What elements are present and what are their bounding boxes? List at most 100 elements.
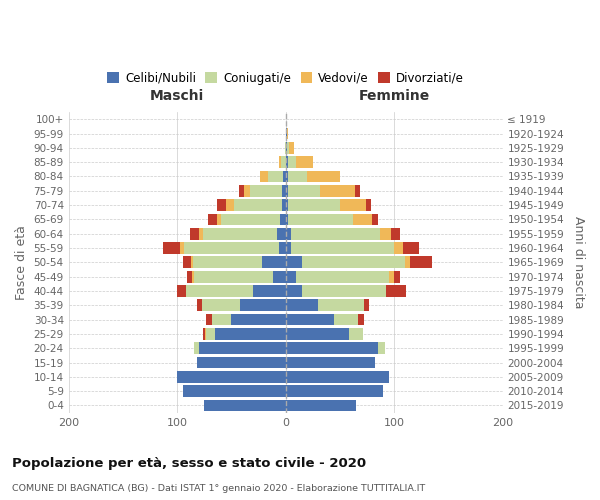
Bar bbox=[244, 185, 250, 196]
Bar bbox=[286, 256, 302, 268]
Bar bbox=[203, 228, 277, 239]
Bar bbox=[280, 214, 286, 226]
Bar bbox=[268, 170, 283, 182]
Bar bbox=[202, 300, 240, 311]
Bar bbox=[184, 242, 279, 254]
Bar bbox=[260, 170, 268, 182]
Text: Popolazione per età, sesso e stato civile - 2020: Popolazione per età, sesso e stato civil… bbox=[12, 458, 366, 470]
Bar bbox=[215, 328, 286, 340]
Bar bbox=[283, 170, 286, 182]
Bar bbox=[318, 300, 364, 311]
Bar bbox=[380, 228, 391, 239]
Bar bbox=[283, 199, 286, 211]
Bar bbox=[281, 156, 286, 168]
Bar bbox=[277, 228, 286, 239]
Bar bbox=[286, 156, 288, 168]
Bar bbox=[289, 142, 294, 154]
Bar bbox=[286, 300, 318, 311]
Bar bbox=[358, 314, 364, 326]
Bar bbox=[286, 128, 287, 140]
Bar bbox=[291, 228, 380, 239]
Bar bbox=[204, 400, 286, 411]
Bar bbox=[394, 242, 403, 254]
Bar bbox=[353, 214, 373, 226]
Bar bbox=[288, 170, 307, 182]
Bar bbox=[232, 314, 286, 326]
Bar bbox=[208, 214, 217, 226]
Bar bbox=[205, 328, 206, 340]
Bar bbox=[386, 285, 406, 297]
Bar bbox=[193, 271, 194, 282]
Bar bbox=[191, 256, 193, 268]
Bar bbox=[217, 214, 221, 226]
Y-axis label: Anni di nascita: Anni di nascita bbox=[572, 216, 585, 308]
Text: COMUNE DI BAGNATICA (BG) - Dati ISTAT 1° gennaio 2020 - Elaborazione TUTTITALIA.: COMUNE DI BAGNATICA (BG) - Dati ISTAT 1°… bbox=[12, 484, 425, 493]
Bar bbox=[212, 314, 232, 326]
Bar bbox=[286, 271, 296, 282]
Bar bbox=[394, 271, 400, 282]
Bar bbox=[262, 256, 286, 268]
Bar bbox=[302, 256, 405, 268]
Bar bbox=[307, 170, 340, 182]
Bar bbox=[193, 256, 262, 268]
Bar bbox=[203, 328, 205, 340]
Text: Femmine: Femmine bbox=[358, 88, 430, 102]
Bar bbox=[302, 285, 386, 297]
Text: Maschi: Maschi bbox=[150, 88, 204, 102]
Bar bbox=[334, 314, 358, 326]
Bar bbox=[366, 199, 371, 211]
Bar bbox=[197, 356, 286, 368]
Bar bbox=[410, 256, 432, 268]
Bar bbox=[240, 300, 286, 311]
Bar bbox=[239, 185, 244, 196]
Bar bbox=[177, 371, 286, 382]
Bar bbox=[190, 228, 199, 239]
Legend: Celibi/Nubili, Coniugati/e, Vedovi/e, Divorziati/e: Celibi/Nubili, Coniugati/e, Vedovi/e, Di… bbox=[103, 67, 469, 90]
Bar bbox=[378, 342, 385, 354]
Bar bbox=[279, 156, 281, 168]
Bar bbox=[286, 342, 378, 354]
Bar bbox=[253, 285, 286, 297]
Bar bbox=[286, 400, 356, 411]
Bar bbox=[217, 199, 226, 211]
Bar bbox=[182, 386, 286, 397]
Bar bbox=[286, 242, 291, 254]
Bar bbox=[283, 185, 286, 196]
Bar bbox=[389, 271, 394, 282]
Bar bbox=[286, 314, 334, 326]
Bar bbox=[187, 271, 193, 282]
Bar bbox=[226, 199, 233, 211]
Bar bbox=[206, 328, 215, 340]
Bar bbox=[349, 328, 362, 340]
Bar bbox=[286, 285, 302, 297]
Bar bbox=[296, 156, 313, 168]
Bar bbox=[286, 371, 389, 382]
Bar bbox=[286, 386, 383, 397]
Bar bbox=[284, 142, 286, 154]
Bar bbox=[182, 256, 191, 268]
Bar bbox=[233, 199, 283, 211]
Bar bbox=[288, 214, 353, 226]
Bar bbox=[221, 214, 280, 226]
Bar bbox=[288, 199, 340, 211]
Bar bbox=[199, 342, 286, 354]
Bar bbox=[286, 356, 374, 368]
Bar bbox=[163, 242, 181, 254]
Bar bbox=[181, 242, 184, 254]
Bar bbox=[286, 142, 287, 154]
Bar bbox=[364, 300, 369, 311]
Bar bbox=[194, 342, 199, 354]
Bar bbox=[286, 328, 349, 340]
Bar bbox=[405, 256, 410, 268]
Bar bbox=[373, 214, 378, 226]
Bar bbox=[291, 242, 394, 254]
Bar bbox=[177, 285, 186, 297]
Bar bbox=[287, 128, 288, 140]
Bar bbox=[355, 185, 361, 196]
Bar bbox=[403, 242, 419, 254]
Bar bbox=[320, 185, 355, 196]
Bar bbox=[391, 228, 400, 239]
Bar bbox=[194, 271, 272, 282]
Bar bbox=[186, 285, 253, 297]
Bar bbox=[197, 300, 202, 311]
